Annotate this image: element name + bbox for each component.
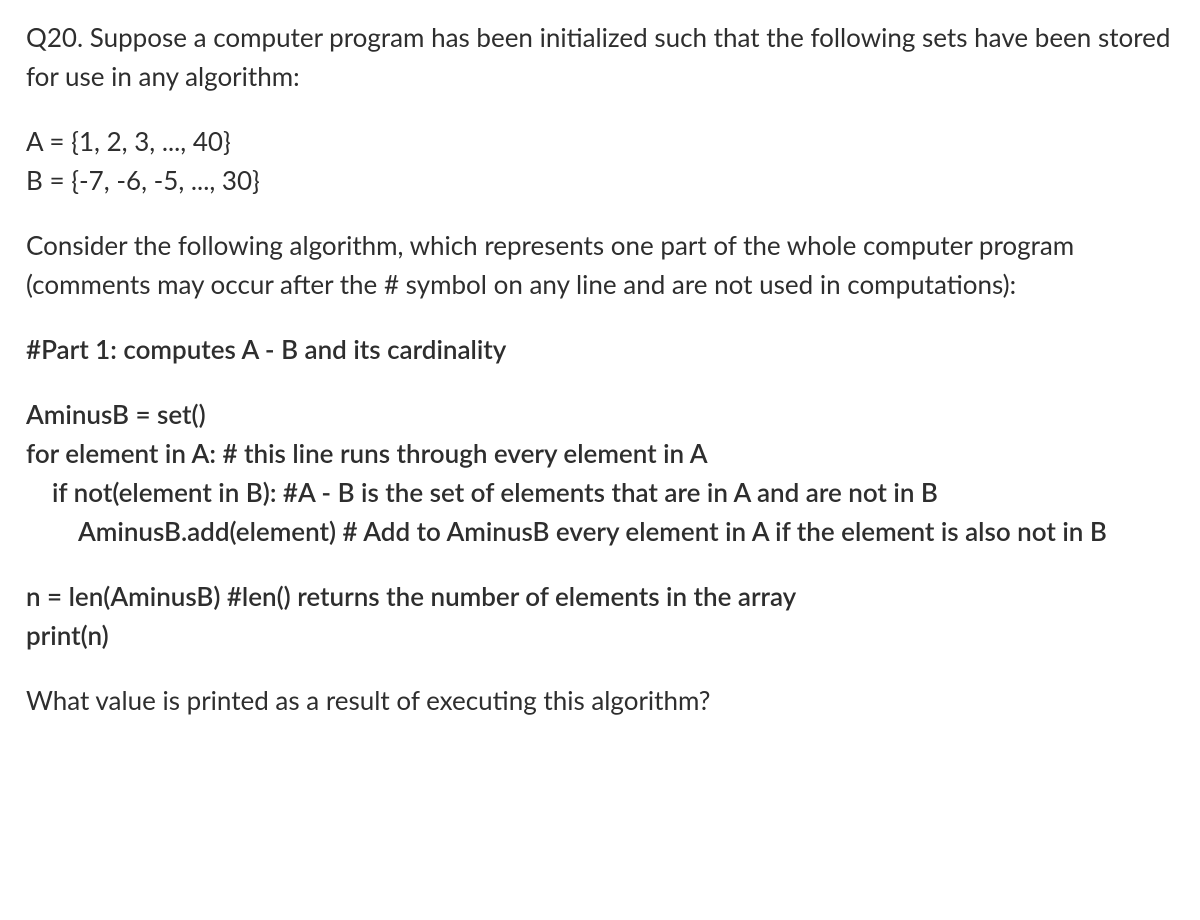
- question-intro: Q20. Suppose a computer program has been…: [26, 18, 1182, 96]
- code-line-5: n = len(AminusB) #len() returns the numb…: [26, 577, 1182, 616]
- final-question: What value is printed as a result of exe…: [26, 681, 1182, 720]
- code-line-1: AminusB = set(): [26, 395, 1182, 434]
- part-header: #Part 1: computes A - B and its cardinal…: [26, 330, 1182, 369]
- set-b-definition: B = {-7, -6, -5, ..., 30}: [26, 161, 1182, 200]
- algorithm-intro: Consider the following algorithm, which …: [26, 226, 1182, 304]
- code-line-4: AminusB.add(element) # Add to AminusB ev…: [26, 512, 1182, 551]
- code-line-3: if not(element in B): #A - B is the set …: [26, 473, 1182, 512]
- code-block-1: AminusB = set() for element in A: # this…: [26, 395, 1182, 551]
- set-a-definition: A = {1, 2, 3, ..., 40}: [26, 122, 1182, 161]
- code-line-6: print(n): [26, 616, 1182, 655]
- code-block-2: n = len(AminusB) #len() returns the numb…: [26, 577, 1182, 655]
- code-line-2: for element in A: # this line runs throu…: [26, 434, 1182, 473]
- set-definitions: A = {1, 2, 3, ..., 40} B = {-7, -6, -5, …: [26, 122, 1182, 200]
